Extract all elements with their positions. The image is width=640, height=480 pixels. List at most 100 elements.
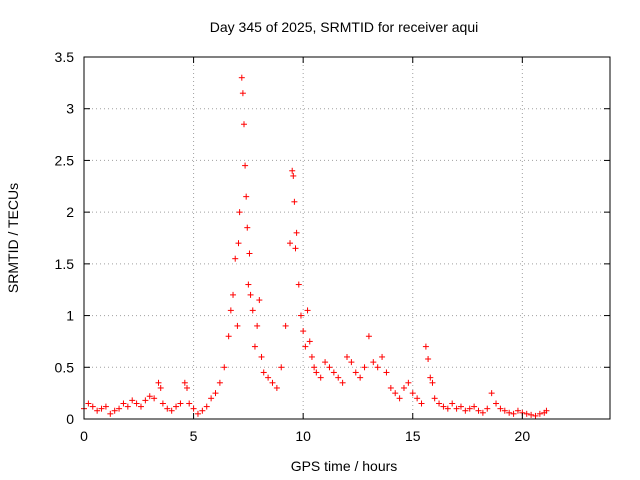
data-point	[258, 353, 265, 360]
data-point	[184, 384, 191, 391]
data-point	[306, 338, 313, 345]
data-point	[254, 322, 261, 329]
data-point	[422, 343, 429, 350]
data-point	[227, 307, 234, 314]
data-point	[142, 397, 149, 404]
data-point	[289, 167, 296, 174]
x-tick-label: 0	[80, 428, 88, 444]
data-point	[523, 410, 530, 417]
data-point	[352, 369, 359, 376]
data-point	[383, 369, 390, 376]
data-point	[243, 193, 250, 200]
data-point	[405, 379, 412, 386]
data-point	[322, 359, 329, 366]
data-point	[514, 407, 521, 414]
data-point	[129, 397, 136, 404]
data-point	[256, 297, 263, 304]
data-point	[236, 209, 243, 216]
data-point	[339, 379, 346, 386]
data-point	[221, 364, 228, 371]
data-point	[444, 405, 451, 412]
x-tick-label: 15	[405, 428, 421, 444]
data-point	[462, 407, 469, 414]
data-point	[479, 409, 486, 416]
data-point	[392, 390, 399, 397]
data-point	[313, 369, 320, 376]
data-point	[190, 405, 197, 412]
data-point	[493, 400, 500, 407]
data-point	[265, 374, 272, 381]
data-point	[242, 162, 249, 169]
data-point	[466, 405, 473, 412]
data-point	[168, 407, 175, 414]
data-point	[431, 395, 438, 402]
plot-frame	[83, 56, 611, 420]
data-point	[290, 172, 297, 179]
data-point	[488, 390, 495, 397]
data-point	[208, 395, 215, 402]
data-point	[246, 250, 253, 257]
data-point	[225, 333, 232, 340]
data-point	[234, 322, 241, 329]
data-point	[532, 412, 539, 419]
data-point	[247, 291, 254, 298]
data-point	[111, 407, 118, 414]
data-point	[177, 400, 184, 407]
data-point	[484, 405, 491, 412]
y-tick-label: 1.5	[55, 256, 75, 272]
data-points	[81, 74, 550, 419]
data-point	[244, 224, 251, 231]
data-point	[409, 390, 416, 397]
data-point	[396, 395, 403, 402]
data-point	[173, 403, 180, 410]
data-point	[240, 121, 247, 128]
data-point	[249, 307, 256, 314]
data-point	[510, 410, 517, 417]
data-point	[199, 407, 206, 414]
data-point	[374, 364, 381, 371]
data-point	[287, 240, 294, 247]
y-tick-label: 2	[66, 204, 74, 220]
data-point	[370, 359, 377, 366]
data-point	[85, 400, 92, 407]
data-point	[212, 390, 219, 397]
data-point	[137, 403, 144, 410]
data-point	[330, 369, 337, 376]
data-point	[506, 409, 513, 416]
data-point	[302, 343, 309, 350]
data-point	[297, 312, 304, 319]
y-tick-label: 1	[66, 308, 74, 324]
data-point	[273, 384, 280, 391]
x-tick-label: 10	[295, 428, 311, 444]
data-point	[155, 379, 162, 386]
y-axis-title: SRMTID / TECUs	[5, 183, 21, 293]
data-point	[387, 384, 394, 391]
y-tick-label: 0	[66, 411, 74, 427]
data-point	[497, 405, 504, 412]
data-point	[89, 403, 96, 410]
data-point	[194, 410, 201, 417]
data-point	[146, 393, 153, 400]
data-point	[365, 333, 372, 340]
data-point	[124, 403, 131, 410]
data-point	[133, 400, 140, 407]
x-tick-label: 5	[190, 428, 198, 444]
data-point	[116, 405, 123, 412]
y-tick-label: 2.5	[55, 152, 75, 168]
data-point	[278, 364, 285, 371]
data-point	[475, 407, 482, 414]
data-point	[304, 307, 311, 314]
data-point	[414, 395, 421, 402]
data-point	[436, 400, 443, 407]
data-point	[291, 198, 298, 205]
data-point	[292, 245, 299, 252]
data-point	[164, 405, 171, 412]
data-point	[457, 403, 464, 410]
data-point	[203, 403, 210, 410]
data-point	[449, 400, 456, 407]
data-point	[159, 400, 166, 407]
data-point	[282, 322, 289, 329]
data-point	[440, 403, 447, 410]
data-point	[300, 328, 307, 335]
